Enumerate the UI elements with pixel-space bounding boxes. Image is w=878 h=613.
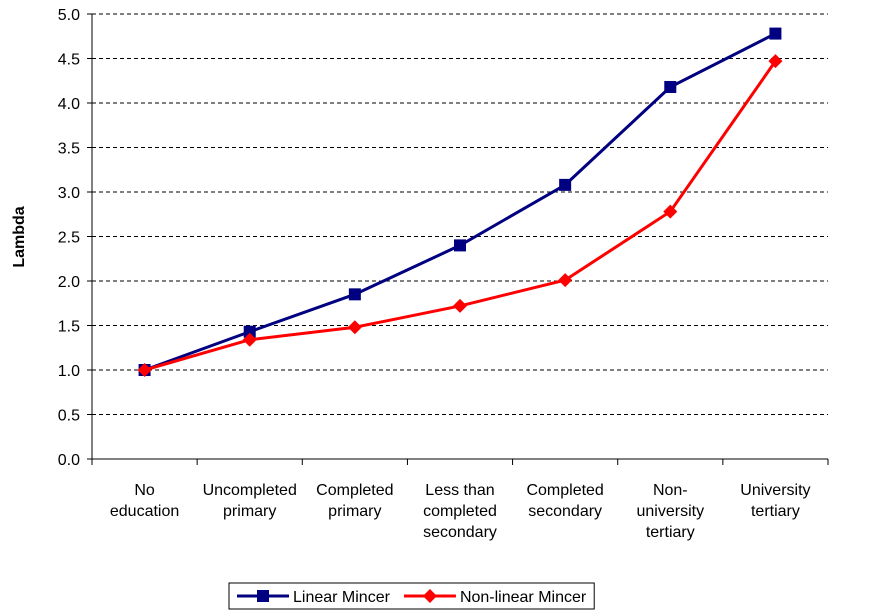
marker: [257, 590, 269, 602]
x-tick-label: Less than completed secondary: [423, 482, 497, 541]
legend-label: Linear Mincer: [293, 589, 391, 606]
y-tick-label: 1.5: [58, 319, 80, 336]
marker: [453, 298, 467, 313]
y-tick-label: 4.0: [58, 96, 80, 113]
x-tick-label: No education: [110, 482, 179, 520]
line: [144, 60, 777, 372]
y-tick-label: 0.5: [58, 408, 80, 425]
y-tick-label: 1.0: [58, 363, 80, 380]
y-tick-label: 3.5: [58, 141, 80, 158]
marker: [663, 204, 678, 219]
y-tick-label: 2.0: [58, 274, 80, 291]
y-axis-label: Lambda: [11, 206, 28, 267]
marker: [137, 363, 152, 377]
marker: [664, 80, 677, 93]
legend-label: Non-linear Mincer: [460, 589, 587, 606]
marker: [348, 288, 361, 301]
x-tick-label: Completed secondary: [526, 482, 603, 520]
line: [144, 32, 777, 372]
x-tick-label: Uncompleted primary: [203, 482, 297, 520]
marker: [558, 273, 573, 288]
marker: [559, 178, 572, 191]
y-tick-label: 2.5: [58, 230, 80, 247]
x-tick-label: Completed primary: [316, 482, 393, 520]
marker: [769, 27, 782, 40]
x-tick-label: University tertiary: [740, 482, 810, 520]
marker: [454, 239, 466, 252]
y-tick-label: 0.0: [58, 452, 80, 469]
x-tick-label: Non-university tertiary: [636, 482, 704, 541]
marker: [242, 332, 257, 347]
marker: [768, 54, 783, 69]
y-tick-label: 5.0: [58, 7, 80, 24]
marker: [243, 325, 256, 338]
marker: [347, 320, 362, 335]
y-tick-label: 4.5: [58, 52, 80, 69]
marker: [422, 589, 437, 603]
legend: Linear Mincer Non-linear Mincer: [228, 582, 595, 610]
y-tick-label: 3.0: [58, 185, 80, 202]
